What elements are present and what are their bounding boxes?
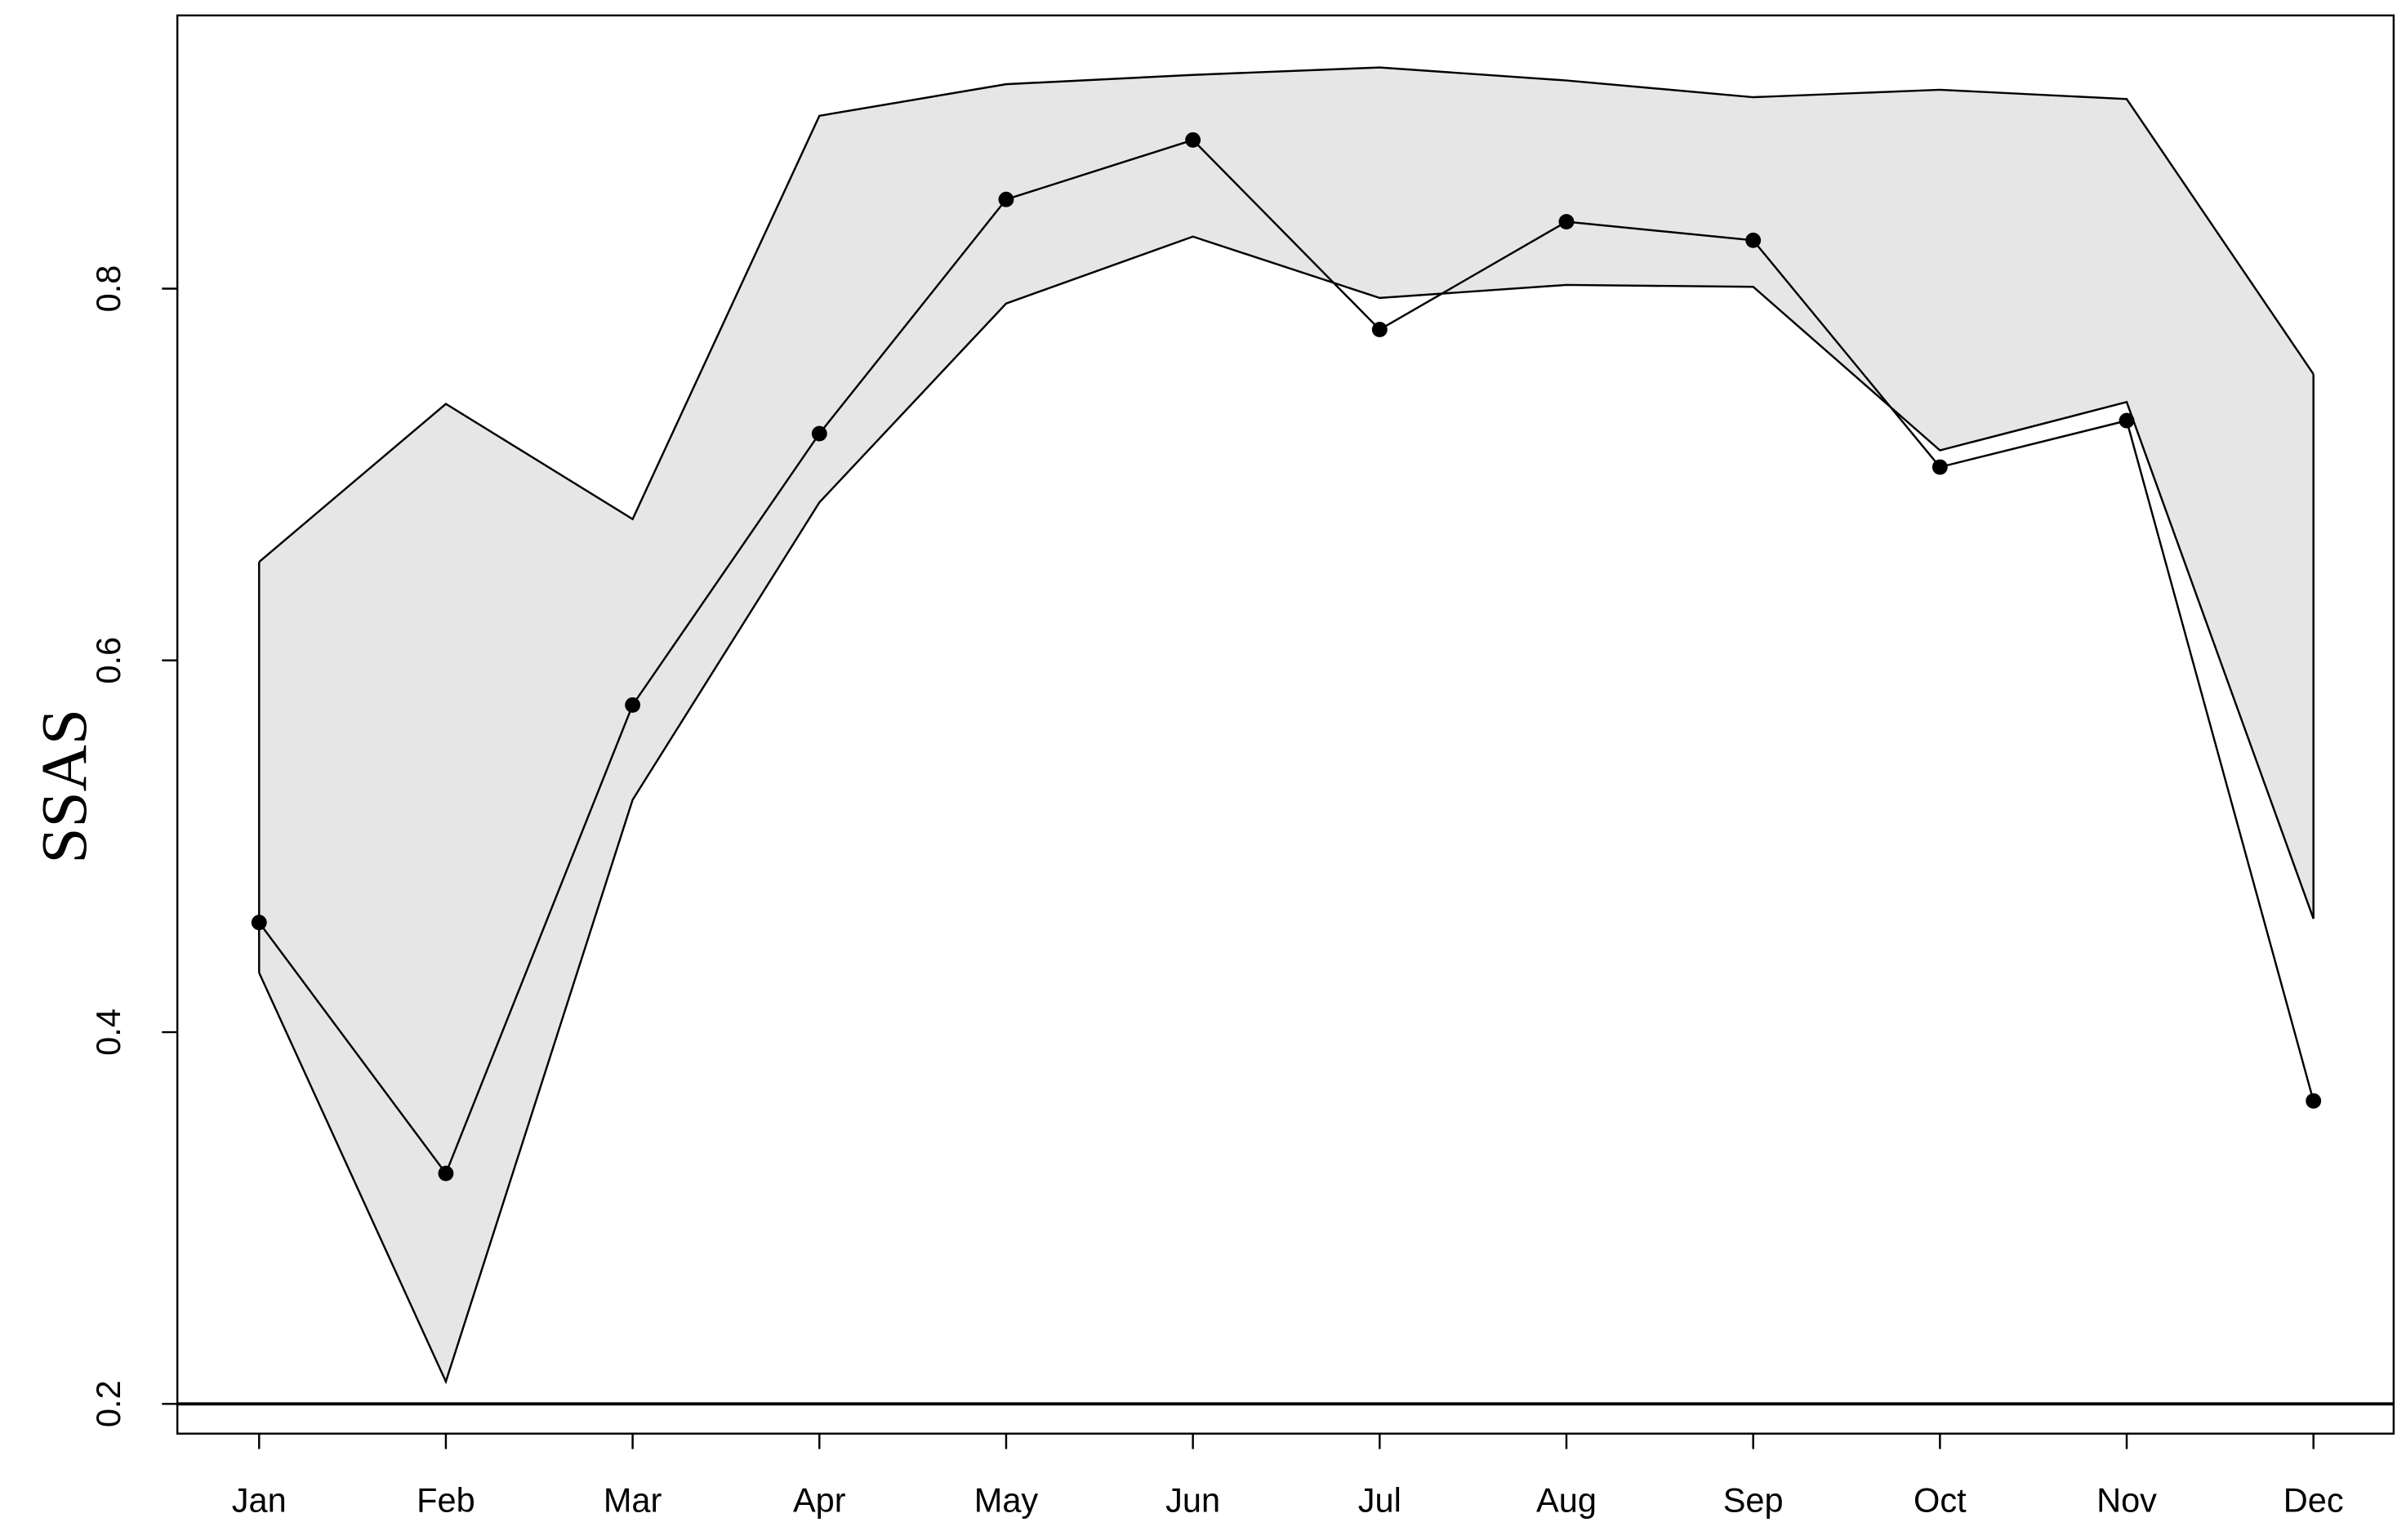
x-tick-label: Jun — [1165, 1481, 1220, 1520]
y-tick-label: 0.8 — [89, 265, 127, 313]
point — [811, 425, 827, 442]
x-tick-label: Feb — [417, 1481, 475, 1520]
point — [1371, 322, 1388, 338]
point — [438, 1165, 454, 1182]
point — [1745, 232, 1762, 248]
x-tick-label: Nov — [2096, 1481, 2157, 1520]
point — [1185, 131, 1201, 148]
band-area — [259, 67, 2314, 1382]
x-tick-label: May — [974, 1481, 1039, 1520]
point — [625, 697, 641, 713]
mean-line — [258, 138, 2315, 1176]
y-axis-label: SSAS — [29, 709, 100, 864]
point — [998, 191, 1014, 207]
point — [2119, 412, 2135, 429]
x-tick-label: Jan — [232, 1481, 287, 1520]
x-tick-label: Dec — [2283, 1481, 2344, 1520]
x-tick-label: Oct — [1914, 1481, 1967, 1520]
plot-frame — [176, 14, 2395, 1435]
point — [1558, 214, 1575, 229]
x-tick-label: Apr — [793, 1481, 846, 1520]
x-tick-label: Jul — [1358, 1481, 1401, 1520]
x-tick-label: Aug — [1536, 1481, 1597, 1520]
point — [2306, 1093, 2322, 1109]
point — [251, 915, 267, 931]
y-tick-label: 0.4 — [89, 1008, 127, 1056]
y-tick-label: 0.2 — [89, 1380, 127, 1427]
x-tick-label: Sep — [1723, 1481, 1784, 1520]
y-tick-label: 0.6 — [89, 637, 127, 684]
band-lower-line — [258, 235, 2315, 1385]
band-upper-line — [258, 66, 2315, 563]
x-tick-label: Mar — [604, 1481, 662, 1520]
point — [1931, 459, 1948, 475]
